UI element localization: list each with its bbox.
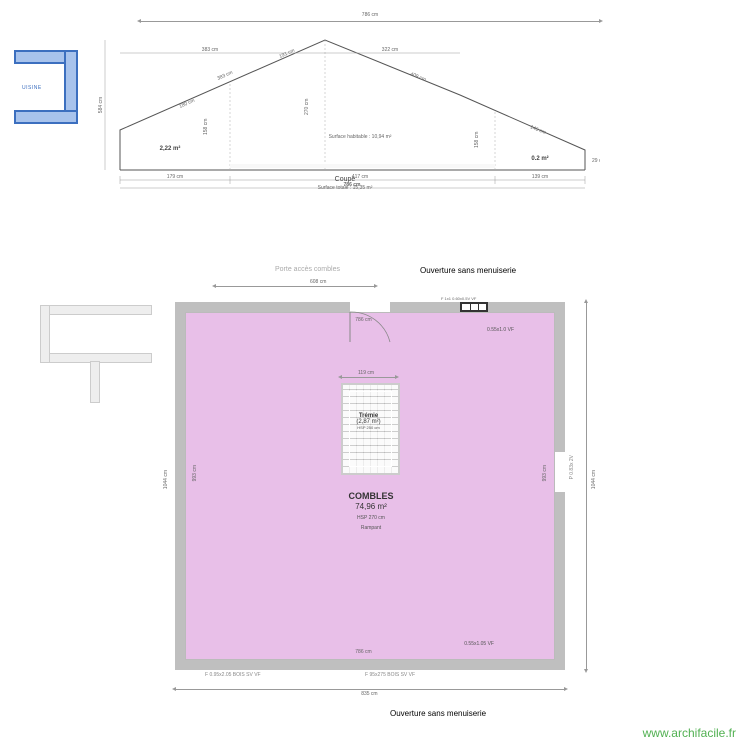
right-side-label: P 0.83x 2V [569, 455, 575, 479]
dim-bottom-786: 786 cm [355, 649, 371, 655]
svg-text:2,22 m²: 2,22 m² [160, 145, 181, 152]
dim-608: 608 cm [310, 279, 326, 285]
room-style: Rampant [361, 525, 381, 531]
svg-text:158 cm: 158 cm [203, 119, 209, 135]
svg-text:29 cm: 29 cm [592, 158, 600, 164]
velux-top-label: 0.55x1.0 VF [487, 327, 514, 333]
svg-text:270 cm: 270 cm [304, 99, 310, 115]
svg-text:383 cm: 383 cm [216, 70, 233, 82]
svg-text:139 cm: 139 cm [532, 174, 548, 180]
plan-room-combles: 0.55x1.0 VF 0.55x1.05 VF Trémie (2,87 m²… [185, 312, 555, 660]
neighbour-room-label: UISINE [22, 85, 42, 91]
opening-bottom-label: Ouverture sans menuiserie [390, 709, 486, 718]
bottom-window-a: F 0.95x2.05 BOIS SV VF [205, 672, 261, 678]
svg-text:322 cm: 322 cm [382, 47, 398, 53]
svg-text:179 cm: 179 cm [167, 174, 183, 180]
top-window-label: F 1x1 0.60x0.5V VF [441, 296, 476, 301]
door-opening-top [350, 301, 390, 312]
door-swing [350, 312, 390, 342]
source-link[interactable]: www.archifacile.fr [643, 726, 736, 740]
plan-view: Porte accès combles Ouverture sans menui… [145, 280, 605, 700]
dim-tremie-119: 119 cm [358, 370, 374, 376]
svg-text:383 cm: 383 cm [202, 47, 218, 53]
opening-top-label: Ouverture sans menuiserie [420, 266, 516, 275]
section-title: Coupe [270, 176, 420, 183]
dim-right-1044: 1044 cm [591, 470, 597, 489]
svg-text:180 cm: 180 cm [178, 98, 195, 110]
svg-text:191 cm: 191 cm [278, 48, 295, 60]
dim-left-993: 993 cm [192, 465, 198, 481]
dim-786: 786 cm [360, 12, 380, 18]
room-area: 74,96 m² [355, 502, 387, 511]
roof-section: 158 cm 270 cm 158 cm 383 cm 322 cm 383 c… [80, 20, 600, 190]
room-label-block: COMBLES 74,96 m² HSP 270 cm Rampant [311, 491, 431, 532]
right-side-opening [555, 452, 566, 492]
dim-right-993: 993 cm [542, 465, 548, 481]
tremie-hsp: HSP 250 cm [341, 425, 396, 430]
svg-text:0.2 m²: 0.2 m² [531, 155, 548, 162]
svg-text:Surface habitable : 10,94 m²: Surface habitable : 10,94 m² [329, 134, 392, 140]
tremie-label-block: Trémie (2,87 m²) HSP 250 cm [341, 413, 396, 430]
top-window [460, 302, 488, 312]
velux-bottom-label: 0.55x1.05 VF [464, 641, 494, 647]
drawing-canvas: UISINE 786 cm 158 cm 270 cm 158 cm 383 c… [0, 0, 750, 750]
plan-neighbour-stub [0, 305, 155, 415]
room-hsp: HSP 270 cm [357, 515, 385, 521]
door-access-label: Porte accès combles [275, 266, 340, 273]
svg-text:584 cm: 584 cm [98, 97, 104, 113]
dim-bottom-835: 835 cm [361, 691, 377, 697]
svg-text:146 cm: 146 cm [529, 124, 546, 136]
plan-outer-wall: 0.55x1.0 VF 0.55x1.05 VF Trémie (2,87 m²… [175, 302, 565, 670]
svg-text:409 cm: 409 cm [409, 71, 426, 83]
section-subtitle: Surface totale : 15,35 m² [270, 185, 420, 191]
dim-left-1044: 1044 cm [163, 470, 169, 489]
room-name: COMBLES [349, 491, 394, 501]
bottom-window-b: F 95x275 BOIS SV VF [365, 672, 415, 678]
svg-text:158 cm: 158 cm [474, 132, 480, 148]
